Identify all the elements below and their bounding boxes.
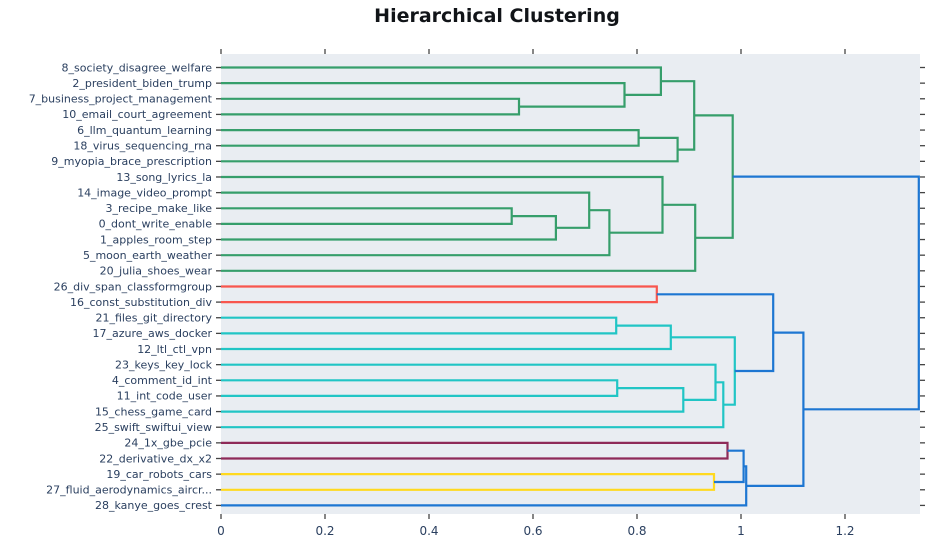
- plot-area: [221, 54, 920, 514]
- leaf-label: 14_image_video_prompt: [77, 186, 212, 199]
- leaf-label: 9_myopia_brace_prescription: [51, 155, 212, 168]
- leaf-label: 20_julia_shoes_wear: [100, 265, 213, 278]
- x-axis-tick-label: 1: [737, 524, 745, 538]
- leaf-label: 6_llm_quantum_learning: [77, 124, 212, 137]
- leaf-label: 7_business_project_management: [29, 93, 213, 106]
- leaf-label: 27_fluid_aerodynamics_aircr...: [46, 484, 212, 497]
- leaf-label: 2_president_biden_trump: [72, 77, 212, 90]
- leaf-label: 24_1x_gbe_pcie: [124, 437, 212, 450]
- leaf-label: 26_div_span_classformgroup: [54, 280, 212, 293]
- leaf-label: 1_apples_room_step: [100, 233, 212, 246]
- leaf-label: 13_song_lyrics_la: [116, 171, 212, 184]
- leaf-label: 17_azure_aws_docker: [92, 327, 212, 340]
- x-axis-tick-label: 0.8: [627, 524, 646, 538]
- leaf-label: 0_dont_write_enable: [99, 218, 213, 231]
- leaf-label: 23_keys_key_lock: [115, 358, 213, 371]
- x-axis-tick-label: 1.2: [835, 524, 854, 538]
- x-axis-tick-label: 0.6: [523, 524, 542, 538]
- leaf-label: 3_recipe_make_like: [106, 202, 213, 215]
- leaf-label: 12_ltl_ctl_vpn: [137, 343, 212, 356]
- leaf-label: 11_int_code_user: [117, 390, 213, 403]
- dendrogram-link-M27: [732, 175, 920, 411]
- leaf-label: 16_const_substitution_div: [70, 296, 212, 309]
- chart-title: Hierarchical Clustering: [374, 5, 620, 27]
- leaf-label: 8_society_disagree_welfare: [62, 61, 213, 74]
- leaf-label: 21_files_git_directory: [95, 312, 212, 325]
- leaf-label: 19_car_robots_cars: [106, 468, 212, 481]
- x-axis-tick-label: 0: [217, 524, 225, 538]
- leaf-label: 5_moon_earth_weather: [83, 249, 213, 262]
- leaf-label: 18_virus_sequencing_rna: [73, 140, 212, 153]
- leaf-label: 25_swift_swiftui_view: [95, 421, 212, 434]
- x-axis-tick-label: 0.4: [419, 524, 438, 538]
- leaf-label: 15_chess_game_card: [95, 405, 212, 418]
- leaf-label: 10_email_court_agreement: [62, 108, 212, 121]
- x-axis-tick-label: 0.2: [315, 524, 334, 538]
- leaf-label: 22_derivative_dx_x2: [99, 452, 212, 465]
- leaf-label: 4_comment_id_int: [112, 374, 213, 387]
- leaf-label: 28_kanye_goes_crest: [95, 499, 213, 512]
